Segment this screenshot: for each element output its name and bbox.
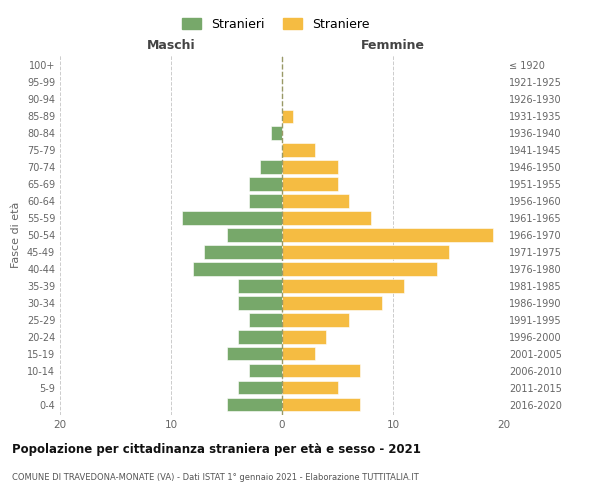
Bar	[238, 381, 282, 394]
Bar	[238, 330, 282, 344]
Bar	[193, 262, 282, 276]
Bar	[282, 194, 349, 207]
Bar	[238, 296, 282, 310]
Bar	[282, 246, 449, 258]
Bar	[282, 364, 360, 378]
Text: Popolazione per cittadinanza straniera per età e sesso - 2021: Popolazione per cittadinanza straniera p…	[12, 442, 421, 456]
Y-axis label: Fasce di età: Fasce di età	[11, 202, 21, 268]
Bar	[282, 280, 404, 292]
Bar	[282, 262, 437, 276]
Bar	[282, 347, 316, 360]
Bar	[249, 314, 282, 326]
Bar	[249, 364, 282, 378]
Bar	[204, 246, 282, 258]
Bar	[260, 160, 282, 173]
Bar	[282, 212, 371, 224]
Bar	[271, 126, 282, 140]
Bar	[282, 228, 493, 241]
Bar	[249, 194, 282, 207]
Bar	[227, 398, 282, 411]
Legend: Stranieri, Straniere: Stranieri, Straniere	[179, 14, 373, 34]
Bar	[227, 228, 282, 241]
Text: Femmine: Femmine	[361, 38, 425, 52]
Bar	[282, 314, 349, 326]
Bar	[282, 398, 360, 411]
Bar	[282, 178, 337, 190]
Bar	[282, 381, 337, 394]
Bar	[282, 330, 326, 344]
Bar	[249, 178, 282, 190]
Bar	[282, 144, 316, 156]
Text: Maschi: Maschi	[146, 38, 196, 52]
Bar	[182, 212, 282, 224]
Bar	[238, 280, 282, 292]
Bar	[282, 160, 337, 173]
Bar	[282, 296, 382, 310]
Bar	[227, 347, 282, 360]
Text: COMUNE DI TRAVEDONA-MONATE (VA) - Dati ISTAT 1° gennaio 2021 - Elaborazione TUTT: COMUNE DI TRAVEDONA-MONATE (VA) - Dati I…	[12, 472, 419, 482]
Bar	[282, 110, 293, 123]
